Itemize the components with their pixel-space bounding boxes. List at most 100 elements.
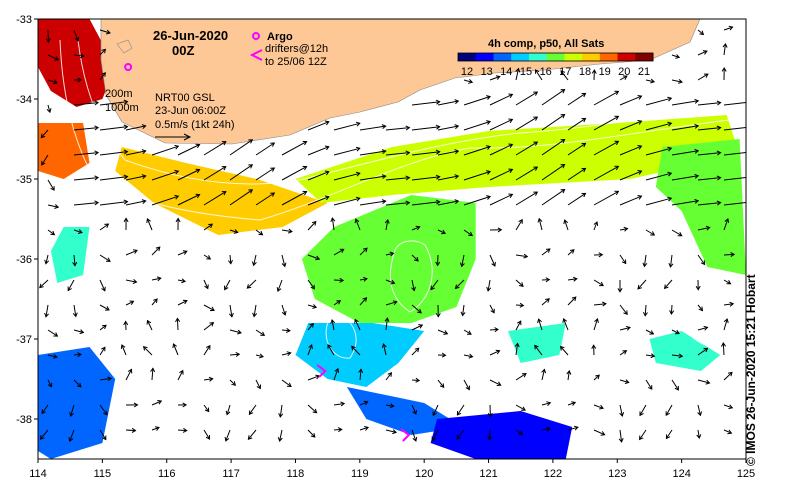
current-vector-36: [619, 95, 642, 106]
current-vector-179: [281, 254, 286, 267]
current-vector-265: [411, 324, 423, 331]
current-vector-head-311: [208, 376, 214, 382]
current-vector-271: [563, 318, 569, 331]
current-vector-249: [697, 304, 703, 311]
current-vector-head-307: [107, 376, 113, 382]
contour-line-2: [389, 240, 433, 313]
current-vector-head-219: [617, 288, 623, 293]
current-vector-13: [99, 72, 106, 81]
current-vector-306: [73, 379, 82, 388]
x-tick-label-8: 122: [544, 468, 562, 480]
current-vector-head-133: [508, 193, 514, 199]
analysis-label: NRT00 GSL: [155, 92, 215, 104]
current-vector-head-215: [518, 282, 524, 287]
current-vector-head-291: [381, 343, 387, 349]
current-vector-353: [593, 404, 604, 409]
current-vector-head-86: [694, 148, 700, 154]
current-vector-head-152: [288, 228, 293, 234]
current-vector-214: [487, 279, 491, 291]
current-vector-350: [515, 404, 526, 411]
current-vector-head-112: [667, 171, 673, 177]
current-vector-head-212: [430, 285, 435, 291]
current-vector-338: [203, 404, 210, 412]
current-vector-head-313: [256, 384, 262, 390]
current-vector-356: [665, 404, 673, 416]
current-vector-372: [385, 429, 397, 433]
current-vector-head-354: [619, 412, 625, 417]
current-vector-276: [697, 326, 708, 331]
current-vector-head-376: [487, 436, 493, 441]
current-vector-head-378: [546, 426, 552, 432]
current-vector-head-199: [101, 286, 106, 292]
current-vector-177: [229, 254, 232, 264]
current-vector-198: [67, 279, 75, 291]
current-vector-head-96: [248, 164, 254, 169]
current-vector-head-97: [270, 167, 276, 172]
current-vector-135: [541, 189, 565, 206]
current-vector-head-41: [40, 133, 46, 139]
current-vector-head-368: [277, 437, 283, 442]
current-vector-200: [125, 279, 137, 283]
current-vector-head-192: [621, 259, 627, 265]
current-vector-head-345: [389, 403, 395, 409]
current-vector-head-185: [435, 261, 441, 267]
current-vector-379: [567, 426, 579, 431]
current-vector-head-208: [339, 277, 345, 283]
current-vector-head-82: [581, 142, 587, 148]
current-vector-head-45: [324, 120, 330, 126]
current-vector-81: [541, 139, 565, 156]
current-vector-head-300: [622, 350, 628, 355]
colorbar-tick-7: 19: [599, 66, 611, 78]
current-vector-126: [307, 196, 329, 206]
current-vector-218: [593, 279, 604, 287]
current-vector-head-339: [225, 410, 231, 416]
current-vector-321: [463, 379, 470, 390]
current-vector-head-305: [47, 382, 53, 388]
colorbar-title: 4h comp, p50, All Sats: [488, 38, 604, 50]
current-vector-head-358: [728, 404, 734, 410]
current-vector-90: [73, 177, 99, 181]
current-vector-93: [151, 170, 179, 181]
current-vector-86: [671, 150, 699, 156]
current-vector-78: [463, 146, 491, 156]
current-vector-head-306: [76, 382, 82, 388]
current-vector-367: [248, 429, 257, 440]
current-vector-head-166: [650, 231, 656, 236]
current-vector-136: [567, 192, 586, 206]
sst-region-12: [430, 411, 573, 459]
current-vector-head-374: [431, 436, 436, 442]
current-vector-head-242: [519, 302, 525, 308]
current-vector-358: [723, 404, 733, 409]
current-vector-head-227: [129, 300, 135, 305]
current-vector-259: [255, 329, 265, 336]
current-vector-head-36: [637, 95, 643, 100]
colorbar-tick-8: 20: [618, 66, 630, 78]
current-vector-258: [229, 329, 242, 334]
x-tick-label-5: 119: [351, 468, 369, 480]
current-vector-41: [40, 129, 49, 138]
current-vector-head-241: [490, 308, 495, 314]
current-vector-head-108: [560, 164, 566, 169]
current-vector-head-65: [141, 149, 147, 154]
sst-region-10: [38, 347, 116, 459]
current-vector-head-156: [384, 218, 390, 224]
current-vector-head-159: [468, 231, 474, 237]
current-vector-head-273: [625, 325, 631, 331]
current-vector-head-153: [311, 220, 317, 226]
current-vector-head-175: [182, 250, 188, 255]
current-vector-head-70: [270, 142, 276, 147]
current-vector-348: [456, 404, 465, 416]
current-vector-head-113: [694, 173, 700, 179]
current-vector-head-191: [598, 252, 604, 258]
current-vector-head-362: [131, 427, 137, 433]
current-vector-head-245: [601, 301, 607, 307]
current-vector-head-84: [637, 145, 643, 150]
current-vector-366: [225, 429, 231, 442]
current-vector-head-180: [315, 255, 321, 261]
float-markers: [124, 63, 411, 442]
current-vector-head-136: [581, 192, 587, 198]
argo-legend-label: Argo: [267, 31, 293, 43]
current-vector-head-244: [571, 296, 577, 302]
current-vector-48: [385, 127, 410, 131]
current-vector-head-367: [247, 435, 253, 440]
